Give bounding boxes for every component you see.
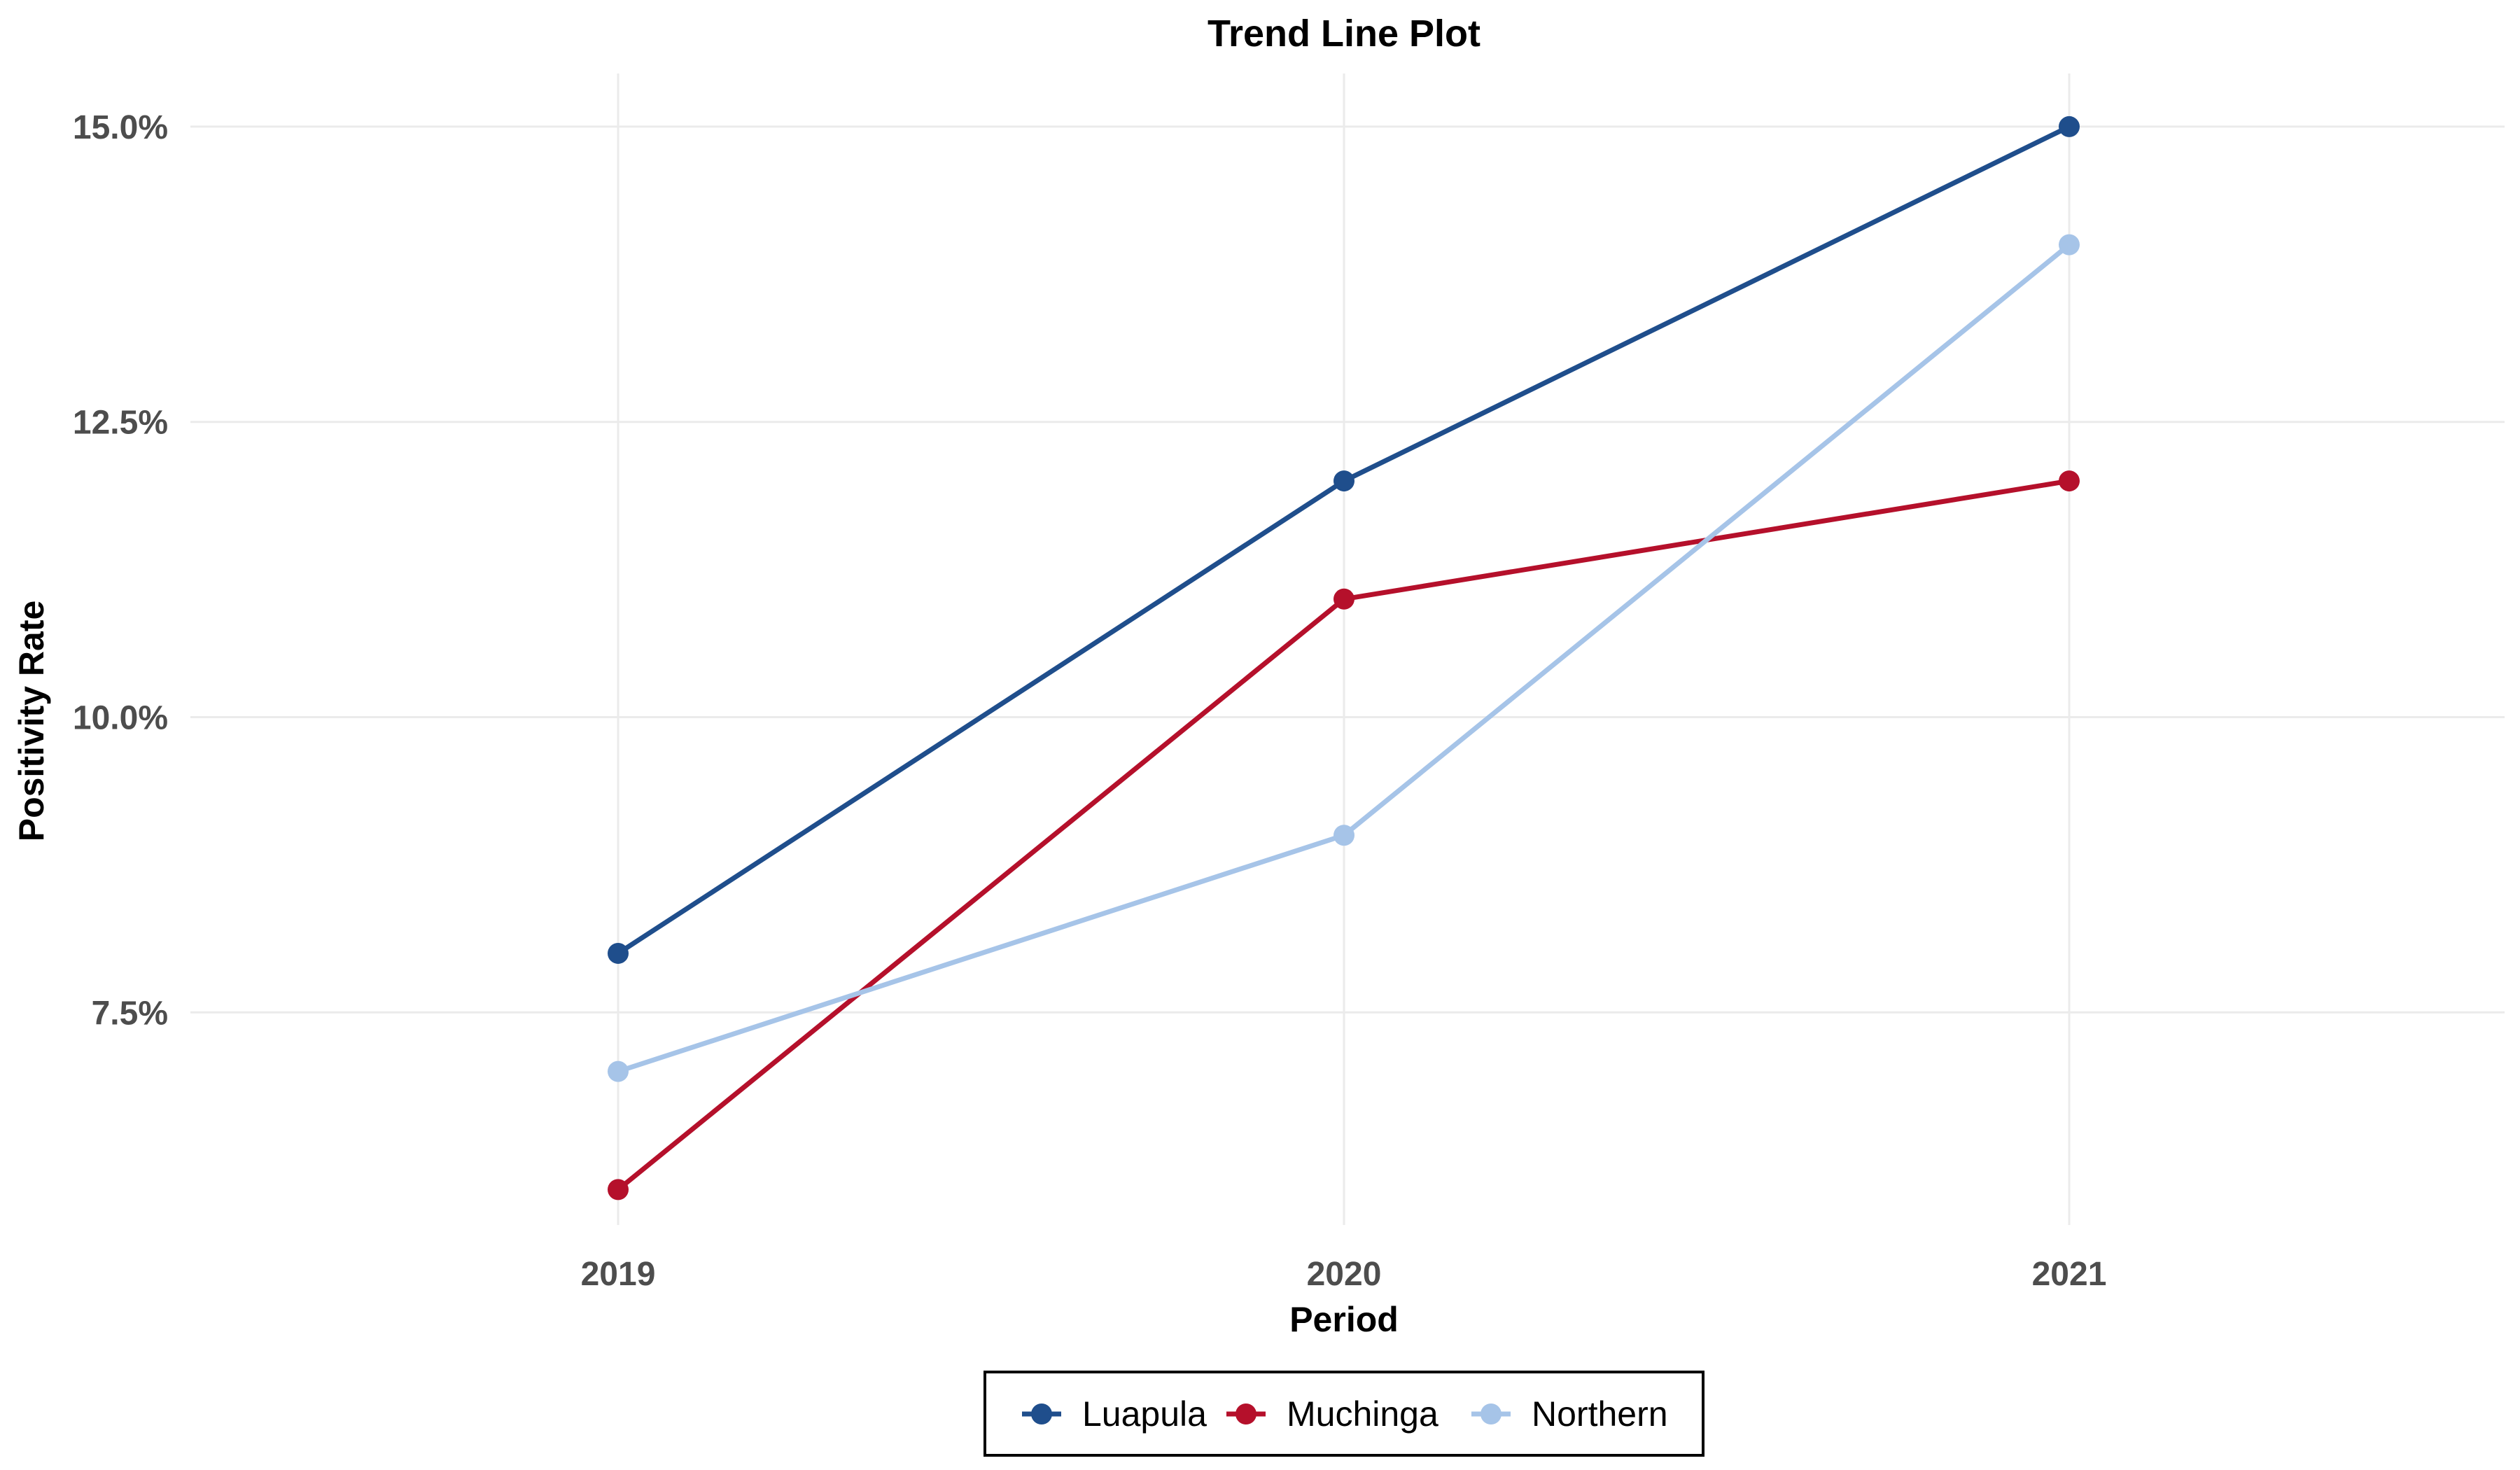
data-point xyxy=(608,1060,629,1082)
legend-box xyxy=(983,1371,1704,1457)
y-tick-label: 10.0% xyxy=(73,700,168,737)
legend-item-luapula: Luapula xyxy=(1022,1394,1207,1434)
x-tick-label: 2019 xyxy=(581,1256,656,1293)
legend: Luapula Muchinga Northern xyxy=(983,1371,1704,1457)
y-axis-ticks: 7.5% 10.0% 12.5% 15.0% xyxy=(73,109,168,1032)
data-point xyxy=(608,1179,629,1200)
x-tick-label: 2020 xyxy=(1307,1256,1382,1293)
legend-label: Muchinga xyxy=(1287,1394,1438,1434)
legend-item-northern: Northern xyxy=(1471,1394,1668,1434)
data-point xyxy=(2059,234,2080,255)
series-northern xyxy=(608,234,2080,1082)
series-luapula xyxy=(608,115,2080,964)
data-point xyxy=(608,942,629,964)
legend-label: Luapula xyxy=(1082,1394,1207,1434)
data-point xyxy=(1334,470,1354,492)
data-point xyxy=(1334,588,1354,610)
chart-title: Trend Line Plot xyxy=(1208,13,1480,55)
x-tick-label: 2021 xyxy=(2032,1256,2107,1293)
y-tick-label: 15.0% xyxy=(73,109,168,146)
data-point xyxy=(2059,470,2080,492)
y-axis-title: Positivity Rate xyxy=(12,601,51,842)
x-axis-title: Period xyxy=(1289,1300,1399,1339)
y-tick-label: 7.5% xyxy=(92,995,168,1032)
data-point xyxy=(2059,115,2080,137)
legend-key-point xyxy=(1031,1404,1052,1424)
x-axis-ticks: 2019 2020 2021 xyxy=(581,1256,2107,1293)
legend-label: Northern xyxy=(1532,1394,1668,1434)
data-point xyxy=(1334,825,1354,846)
y-tick-label: 12.5% xyxy=(73,405,168,442)
grid-lines xyxy=(190,74,2505,1225)
legend-key-point xyxy=(1480,1404,1502,1424)
legend-key-point xyxy=(1236,1404,1256,1424)
legend-items: Luapula Muchinga Northern xyxy=(1022,1394,1668,1434)
legend-item-muchinga: Muchinga xyxy=(1226,1394,1438,1434)
series-layer xyxy=(608,115,2080,1200)
